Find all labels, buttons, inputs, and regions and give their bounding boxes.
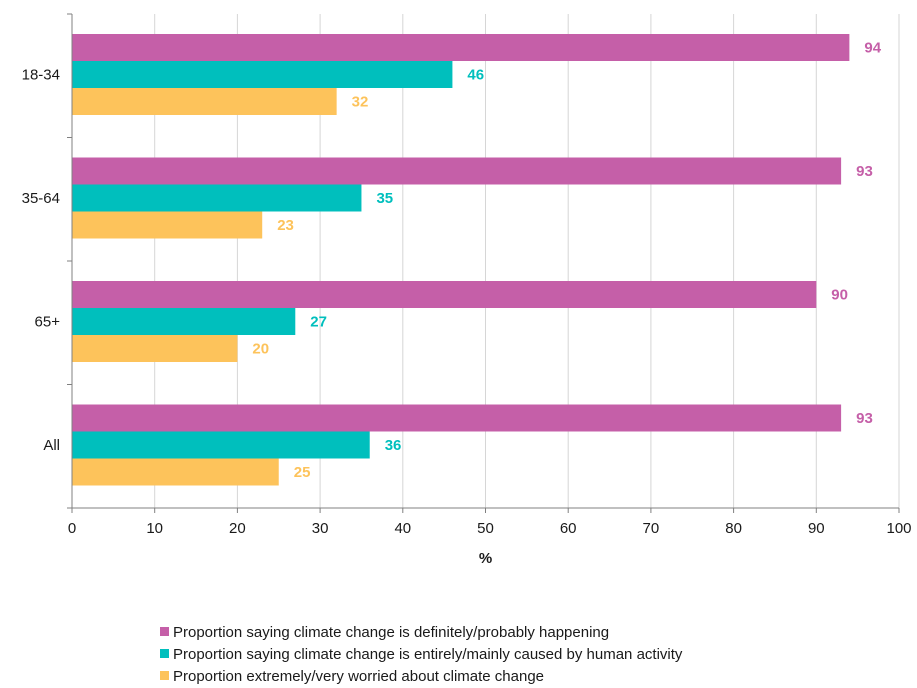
x-tick-label-50: 50 [477, 520, 494, 537]
category-label-All: All [43, 437, 60, 454]
bar-All-series-1 [72, 431, 370, 459]
bar-35-64-series-0 [72, 157, 842, 185]
bar-35-64-series-1 [72, 184, 362, 212]
data-label-All-series-0: 93 [856, 410, 873, 427]
x-tick-label-60: 60 [560, 520, 577, 537]
x-tick-label-70: 70 [643, 520, 660, 537]
x-axis-label: % [479, 550, 492, 567]
data-label-18-34-series-1: 46 [467, 67, 484, 84]
x-tick-label-10: 10 [146, 520, 163, 537]
data-label-65+-series-0: 90 [831, 287, 848, 304]
legend-item-happening: Proportion saying climate change is defi… [160, 622, 682, 644]
x-tick-label-0: 0 [68, 520, 76, 537]
data-label-65+-series-1: 27 [310, 314, 327, 331]
bar-All-series-0 [72, 404, 842, 432]
data-label-18-34-series-2: 32 [352, 94, 369, 111]
bar-35-64-series-2 [72, 211, 263, 239]
x-tick-label-100: 100 [886, 520, 911, 537]
x-tick-label-40: 40 [394, 520, 411, 537]
category-label-35-64: 35-64 [22, 190, 60, 207]
data-label-18-34-series-0: 94 [864, 40, 881, 57]
data-label-35-64-series-0: 93 [856, 163, 873, 180]
bar-65+-series-1 [72, 308, 296, 335]
bar-65+-series-2 [72, 335, 238, 362]
legend-swatch-worried [160, 671, 169, 680]
bar-18-34-series-0 [72, 34, 850, 61]
bar-18-34-series-1 [72, 61, 453, 88]
legend-swatch-human-activity [160, 649, 169, 658]
bar-18-34-series-2 [72, 88, 337, 115]
x-tick-label-30: 30 [312, 520, 329, 537]
data-label-35-64-series-1: 35 [376, 190, 393, 207]
bar-65+-series-0 [72, 281, 817, 308]
chart-container: 94 46 32 18-34 93 35 23 35-64 90 27 20 65+ 93 36 25 All… [22, 13, 912, 685]
legend-label-human-activity: Proportion saying climate change is enti… [173, 646, 683, 663]
category-label-65+: 65+ [35, 314, 61, 331]
data-label-All-series-2: 25 [294, 464, 311, 481]
x-tick-label-90: 90 [808, 520, 825, 537]
legend-label-happening: Proportion saying climate change is defi… [173, 624, 610, 641]
data-label-65+-series-2: 20 [252, 341, 269, 358]
bar-All-series-2 [72, 458, 279, 486]
legend-item-human-activity: Proportion saying climate change is enti… [160, 644, 682, 666]
x-tick-label-20: 20 [229, 520, 246, 537]
legend: Proportion saying climate change is defi… [160, 622, 682, 688]
data-label-35-64-series-2: 23 [277, 217, 294, 234]
data-label-All-series-1: 36 [385, 437, 402, 454]
legend-swatch-happening [160, 627, 169, 636]
legend-item-worried: Proportion extremely/very worried about … [160, 666, 682, 688]
bar-chart: 94 46 32 18-34 93 35 23 35-64 90 27 20 65+ 93 36 25 All… [22, 13, 912, 567]
category-label-18-34: 18-34 [22, 67, 60, 84]
x-tick-label-80: 80 [725, 520, 742, 537]
